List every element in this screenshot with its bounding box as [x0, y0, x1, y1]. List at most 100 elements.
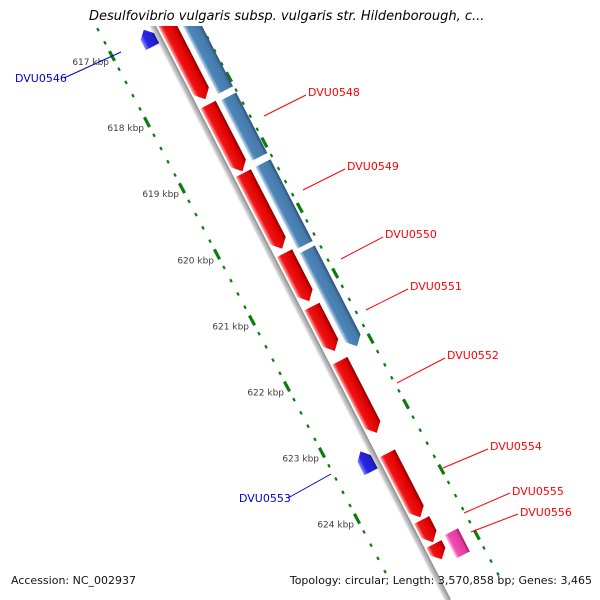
gene-arrow-DVU0550[interactable] [276, 249, 313, 302]
sequence-title: Desulfovibrio vulgaris subsp. vulgaris s… [89, 9, 484, 24]
gene-label-DVU0549[interactable]: DVU0549 [347, 160, 399, 173]
ruler-label-622-kbp: 622 kbp [247, 389, 284, 399]
ruler-major-tick [437, 463, 446, 475]
outer-band-segment[interactable] [299, 245, 361, 347]
ruler-label-618-kbp: 618 kbp [107, 124, 144, 134]
ruler-minor-tick [319, 244, 323, 250]
ruler-minor-tick [347, 297, 352, 302]
ruler-minor-tick [271, 358, 275, 363]
ruler-minor-tick [341, 490, 345, 495]
ruler-minor-tick [369, 543, 373, 548]
ruler-minor-tick [383, 569, 387, 574]
ruler-minor-tick [248, 114, 252, 119]
gene-label-DVU0546[interactable]: DVU0546 [15, 72, 67, 85]
gene-feature-DVU0556[interactable] [444, 528, 470, 559]
gene-arrow-DVU0555[interactable] [414, 516, 437, 543]
gene-arrow-DVU0554[interactable] [379, 449, 424, 518]
ruler-minor-tick [241, 101, 245, 106]
gene-arrow-DVU0552[interactable] [332, 356, 381, 433]
ruler-minor-tick [446, 480, 451, 485]
ruler-major-tick [295, 202, 304, 214]
ruler-minor-tick [460, 506, 465, 511]
ruler-labels-layer: 617 kbp 618 kbp 619 kbp 620 kbp 621 kbp 622 k… [72, 58, 354, 531]
reverse-gene-arrow-DVU0553[interactable] [357, 451, 378, 476]
ruler-major-tick [317, 446, 327, 459]
ruler-minor-tick [299, 410, 303, 415]
gene-label-DVU0554[interactable]: DVU0554 [490, 440, 542, 453]
gene-arrow[interactable] [426, 540, 446, 560]
ruler-minor-tick [397, 388, 401, 393]
ruler-minor-tick [292, 397, 296, 402]
leader-line-DVU0550 [340, 236, 384, 260]
ruler-minor-tick [213, 48, 217, 53]
ruler-minor-tick [327, 463, 331, 468]
leader-line-DVU0553 [287, 473, 332, 499]
gene-label-DVU0553[interactable]: DVU0553 [239, 492, 291, 505]
ruler-major-tick [247, 314, 257, 327]
ruler-minor-tick [220, 61, 224, 66]
ruler-minor-tick [354, 310, 359, 315]
ruler-minor-tick [496, 571, 500, 577]
ruler-minor-tick [362, 529, 366, 534]
outer-band-segment[interactable] [255, 159, 313, 249]
gene-label-DVU0552[interactable]: DVU0552 [447, 349, 499, 362]
ruler-minor-tick [234, 88, 238, 93]
ruler-minor-tick [229, 278, 233, 283]
ruler-label-623-kbp: 623 kbp [282, 455, 319, 465]
ruler-minor-tick [278, 371, 282, 376]
ruler-minor-tick [467, 519, 472, 524]
topology-summary-text: Topology: circular; Length: 3,570,858 bp… [289, 574, 592, 587]
gene-arrow-DVU0549[interactable] [235, 169, 286, 249]
leader-line-DVU0554 [442, 448, 489, 469]
gene-arrow-DVU0551[interactable] [304, 302, 339, 351]
gene-label-DVU0555[interactable]: DVU0555 [512, 485, 564, 498]
ruler-major-tick [331, 267, 340, 279]
ruler-label-621-kbp: 621 kbp [212, 322, 249, 332]
ruler-minor-tick [348, 503, 352, 508]
outer-band-segment[interactable] [221, 92, 268, 161]
gene-label-DVU0556[interactable]: DVU0556 [520, 506, 572, 519]
gene-label-DVU0548[interactable]: DVU0548 [308, 86, 360, 99]
ruler-minor-tick [283, 179, 288, 184]
ruler-minor-tick [482, 545, 486, 550]
gene-arrow[interactable] [154, 10, 209, 100]
backbone-layer [146, 17, 451, 600]
ruler-minor-tick [208, 239, 212, 244]
ruler-minor-tick [269, 153, 274, 158]
ruler-minor-tick [312, 231, 316, 237]
ruler-minor-tick [334, 476, 338, 482]
ruler-minor-tick [243, 305, 247, 310]
ruler-minor-tick [117, 67, 121, 72]
ruler-minor-tick [124, 80, 128, 85]
ruler-label-620-kbp: 620 kbp [177, 256, 214, 266]
ruler-minor-tick [313, 437, 317, 442]
ruler-major-tick [177, 182, 187, 194]
gene-label-DVU0551[interactable]: DVU0551 [410, 280, 462, 293]
reverse-gene-arrow-DVU0546[interactable] [140, 29, 160, 51]
ruler-minor-tick [453, 493, 458, 498]
ruler-ticks-layer [89, 14, 500, 577]
gene-annotations-layer: DVU0546 DVU0548 DVU0549 DVU0550 DVU0551 DVU05… [15, 51, 572, 533]
ruler-minor-tick [375, 349, 380, 354]
leader-line-DVU0556 [470, 513, 519, 533]
gene-label-DVU0550[interactable]: DVU0550 [385, 228, 437, 241]
ruler-minor-tick [425, 441, 429, 446]
ruler-major-tick [366, 333, 375, 345]
gene-arrow-DVU0548[interactable] [200, 100, 246, 172]
leader-line-DVU0551 [365, 288, 409, 311]
ruler-minor-tick [383, 362, 387, 367]
ruler-major-tick [212, 248, 222, 260]
leader-line-DVU0546 [63, 51, 122, 79]
ruler-minor-tick [201, 225, 205, 230]
leader-line-DVU0548 [263, 94, 307, 117]
ruler-minor-tick [173, 172, 177, 178]
ruler-minor-tick [255, 127, 260, 132]
ruler-minor-tick [411, 415, 415, 420]
ruler-minor-tick [187, 199, 191, 204]
ruler-label-617-kbp: 617 kbp [72, 58, 109, 68]
ruler-minor-tick [166, 159, 170, 164]
ruler-minor-tick [340, 284, 345, 289]
outer-band-segment[interactable] [177, 8, 233, 94]
ruler-minor-tick [159, 146, 163, 151]
